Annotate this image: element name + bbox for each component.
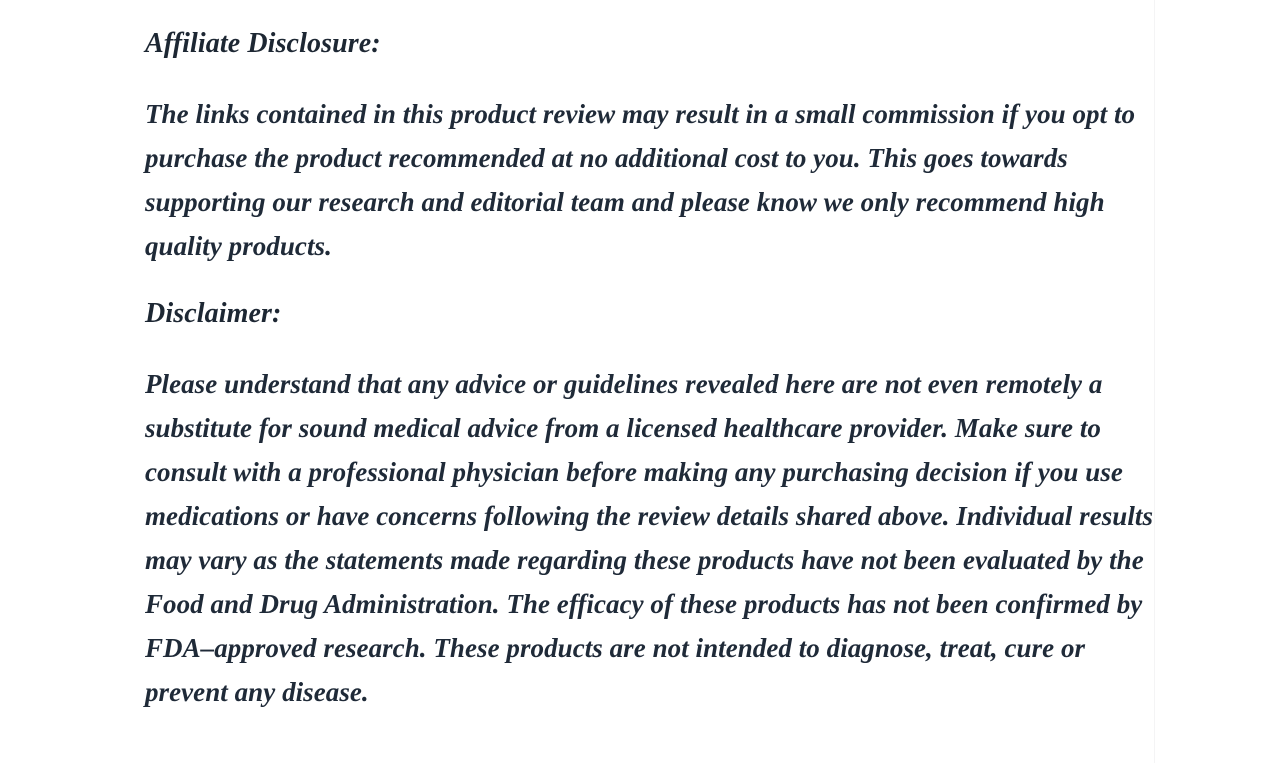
disclaimer-body: Please understand that any advice or gui… — [145, 362, 1155, 714]
disclaimer-section: Disclaimer: — [145, 292, 1155, 336]
disclaimer-heading: Disclaimer: — [145, 298, 282, 329]
affiliate-disclosure-section: Affiliate Disclosure: — [145, 22, 1155, 66]
affiliate-disclosure-heading: Affiliate Disclosure: — [145, 28, 381, 59]
disclaimer-paragraph: Please understand that any advice or gui… — [145, 369, 1154, 707]
affiliate-disclosure-paragraph: The links contained in this product revi… — [145, 99, 1136, 261]
article-content-column: Affiliate Disclosure: The links containe… — [145, 0, 1155, 763]
affiliate-disclosure-body: The links contained in this product revi… — [145, 92, 1145, 268]
